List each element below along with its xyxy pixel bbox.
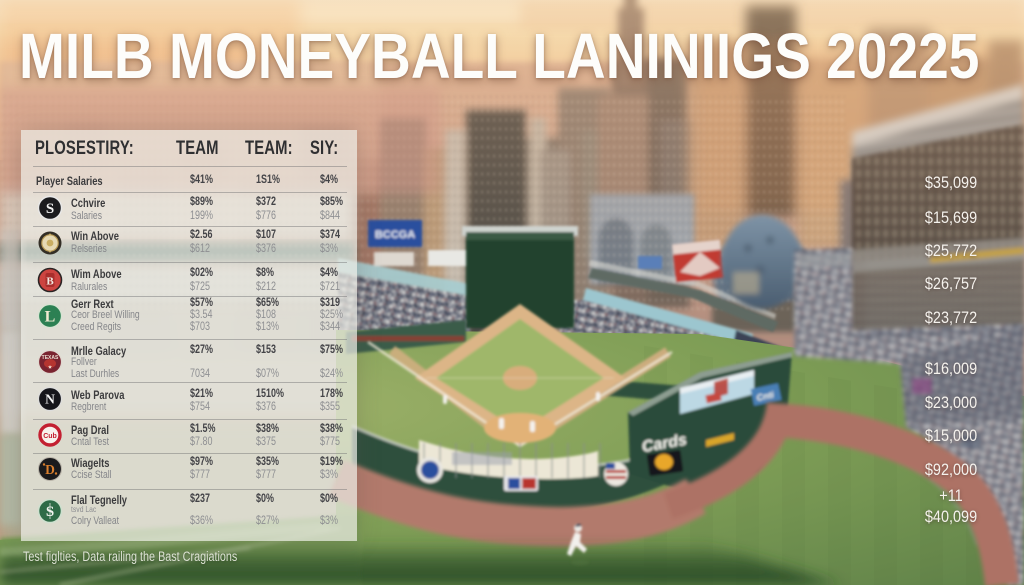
svg-text:Cub: Cub [43,433,57,440]
svg-text:N: N [45,392,55,407]
svg-text:BCCGA: BCCGA [375,229,415,241]
svg-text:TEXAS: TEXAS [42,355,59,361]
svg-text:S: S [46,201,54,217]
svg-text:★: ★ [48,365,53,370]
svg-text:B: B [46,276,54,288]
svg-text:L: L [45,309,56,326]
svg-text:Cnti: Cnti [756,389,776,403]
svg-text:D: D [45,462,55,477]
